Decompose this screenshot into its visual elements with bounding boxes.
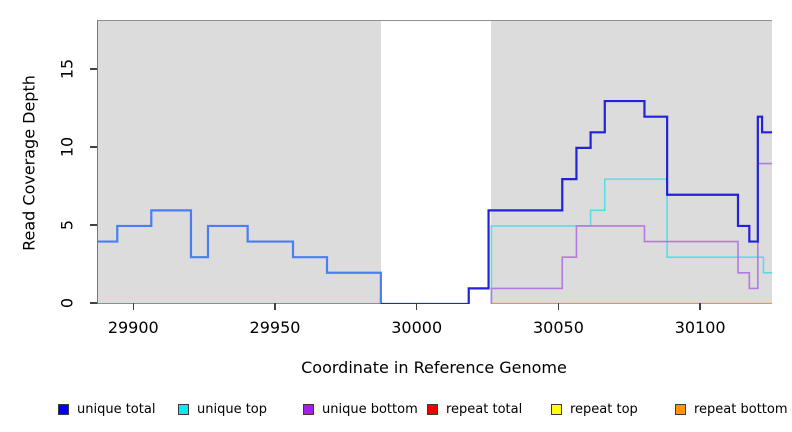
x-tick-label: 30100 <box>674 318 726 337</box>
legend-swatch <box>675 404 686 415</box>
y-tick-label: 15 <box>57 58 77 80</box>
y-tick-mark <box>90 302 97 304</box>
y-axis-title: Read Coverage Depth <box>19 75 39 251</box>
x-tick-label: 29900 <box>107 318 159 337</box>
plot-area <box>97 20 772 304</box>
chart-svg <box>98 99 772 304</box>
legend-label: repeat total <box>446 402 523 417</box>
x-axis-title: Coordinate in Reference Genome <box>301 358 567 377</box>
legend-swatch <box>551 404 562 415</box>
y-tick-label: 10 <box>57 136 77 158</box>
series-unique-total-line <box>380 99 772 304</box>
x-tick-label: 30050 <box>532 318 584 337</box>
legend-label: unique total <box>77 402 156 417</box>
x-tick-label: 29950 <box>249 318 301 337</box>
legend-swatch <box>178 404 189 415</box>
x-tick-mark <box>132 303 134 310</box>
legend-label: unique top <box>197 402 268 417</box>
legend-swatch <box>58 404 69 415</box>
x-tick-mark <box>274 303 276 310</box>
series-unique-top-line <box>490 178 772 304</box>
series-unique-bottom-line <box>490 162 772 304</box>
masked-gap-region <box>380 21 492 304</box>
legend-label: repeat top <box>570 402 638 417</box>
x-tick-mark <box>699 303 701 310</box>
y-tick-mark <box>90 224 97 226</box>
legend-label: repeat bottom <box>694 402 788 417</box>
y-tick-label: 5 <box>57 219 77 231</box>
y-tick-mark <box>90 146 97 148</box>
series-unique-total-line-left <box>98 209 382 304</box>
y-tick-mark <box>90 68 97 70</box>
legend-label: unique bottom <box>322 402 418 417</box>
legend-swatch <box>427 404 438 415</box>
x-tick-label: 30000 <box>391 318 443 337</box>
y-tick-label: 0 <box>57 297 77 309</box>
x-tick-mark <box>557 303 560 310</box>
x-tick-mark <box>416 303 418 310</box>
legend-swatch <box>303 404 314 415</box>
